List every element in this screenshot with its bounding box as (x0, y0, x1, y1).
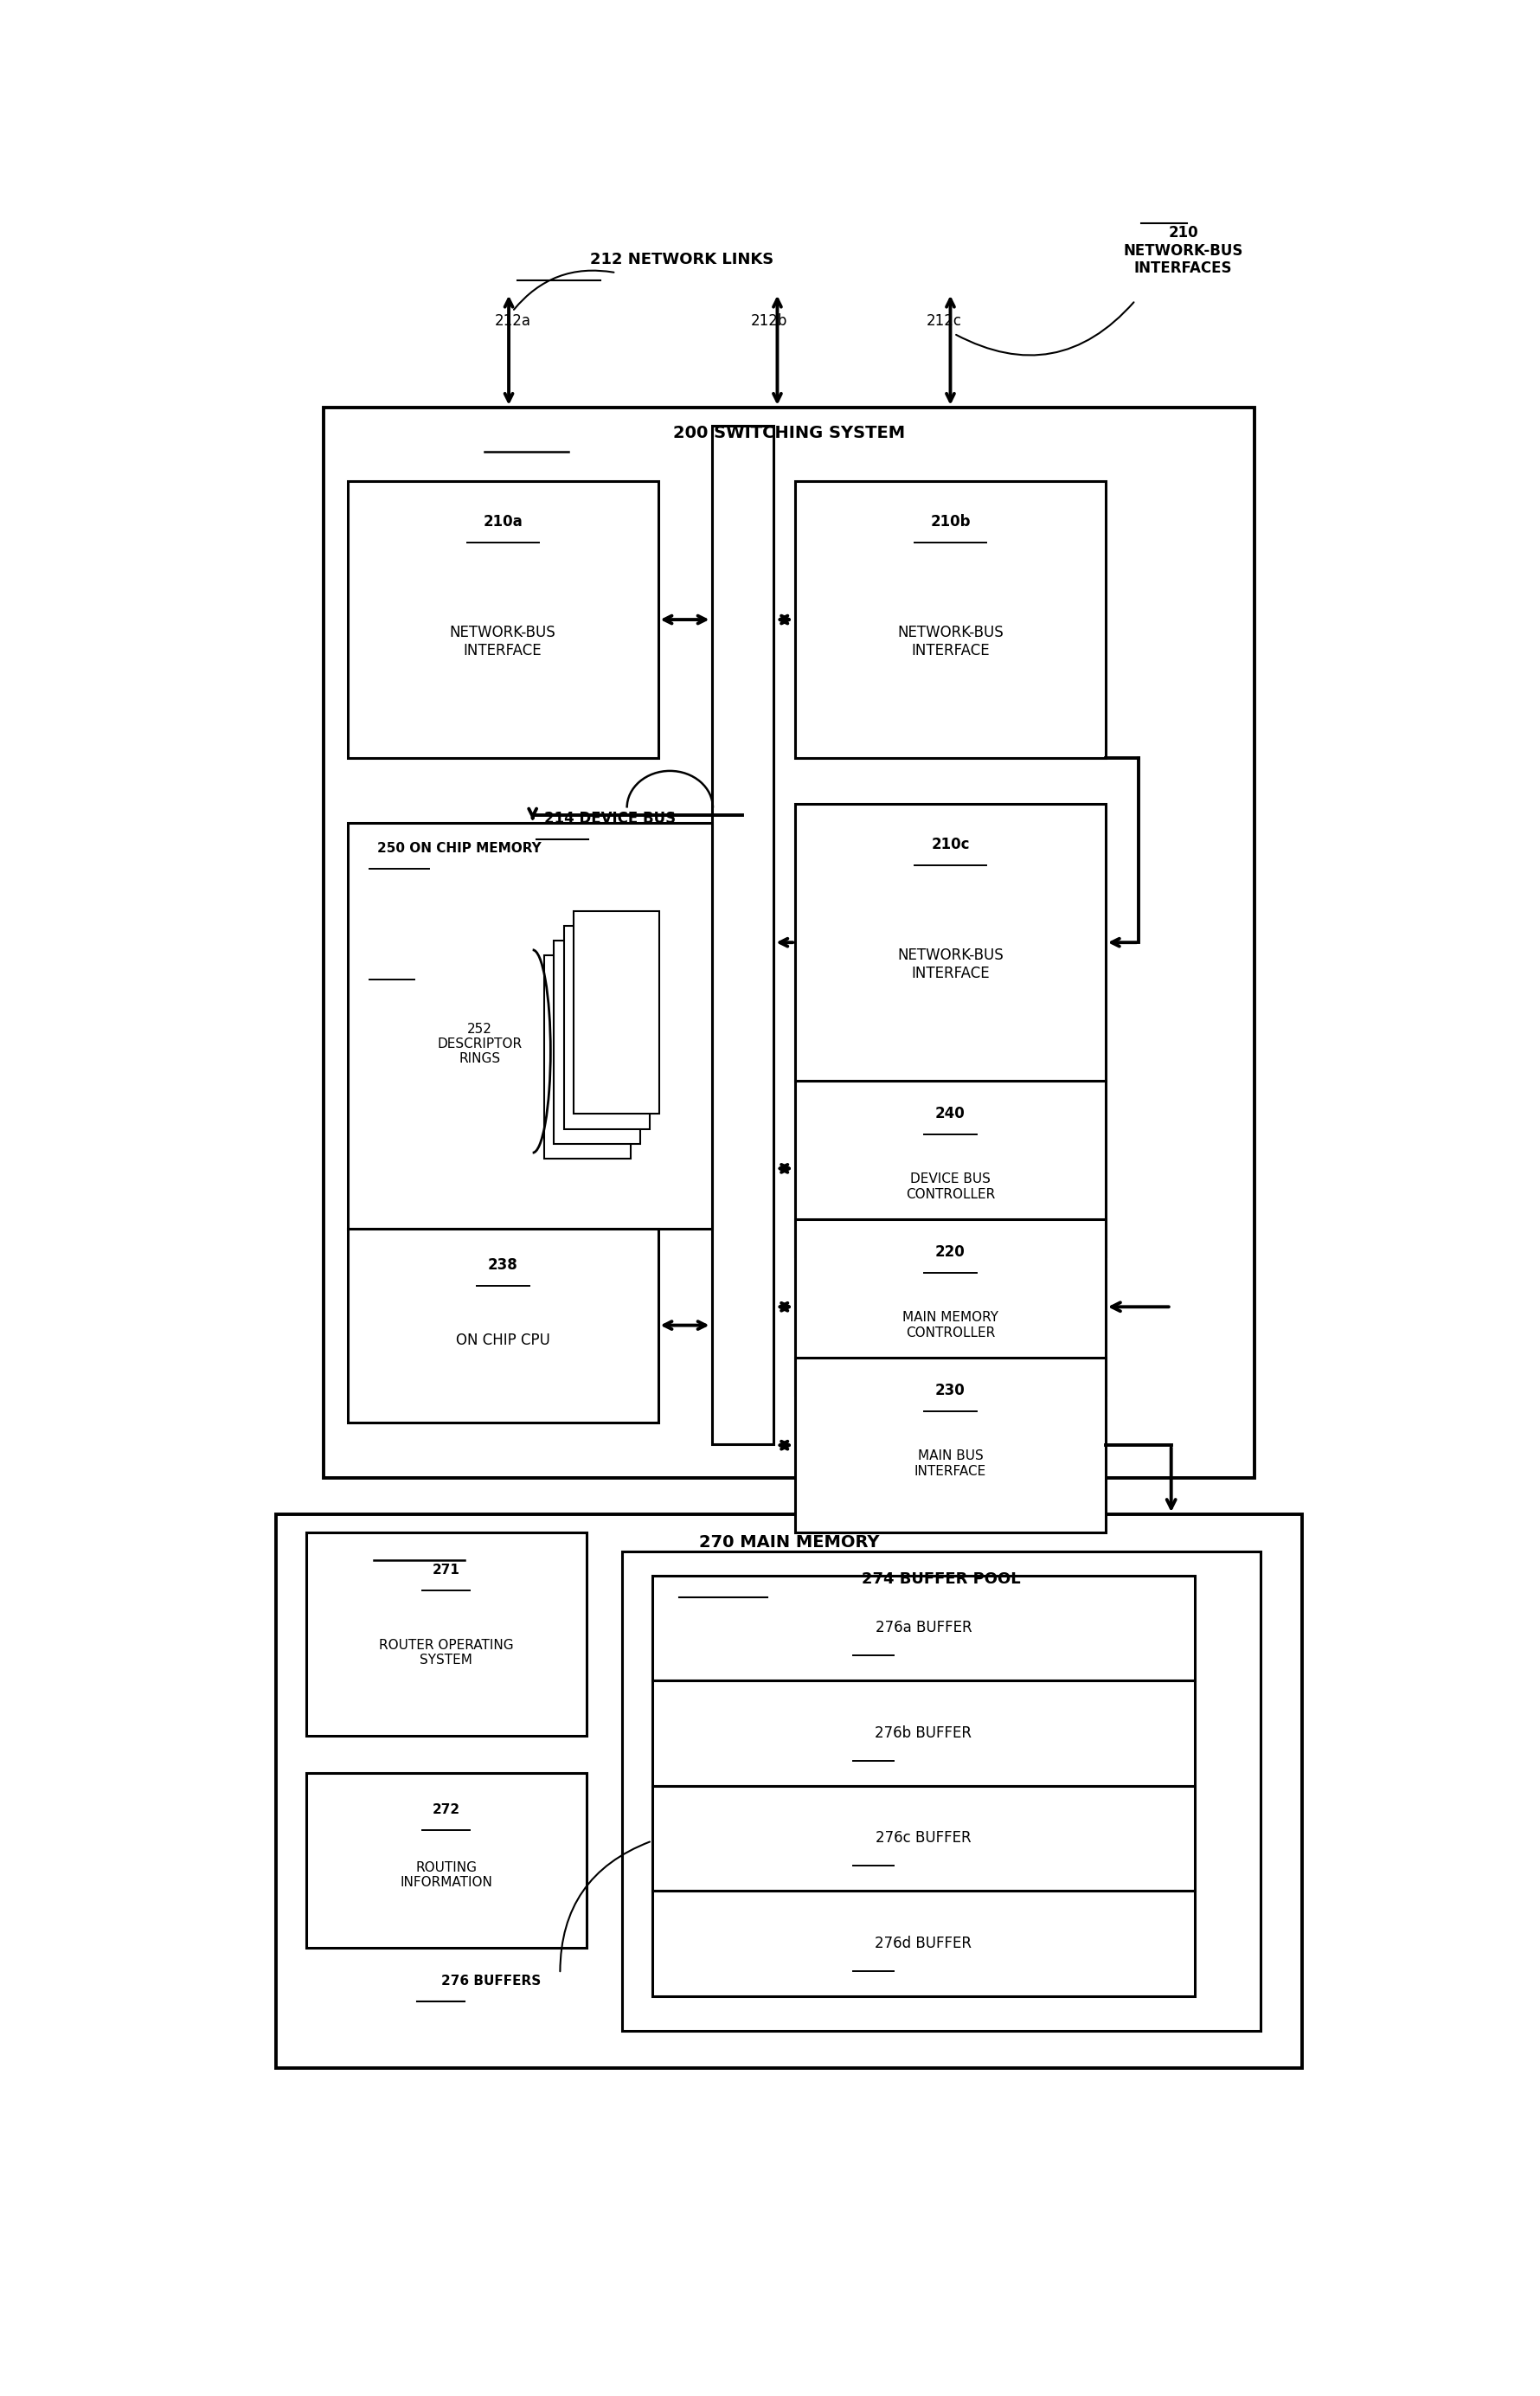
Text: MAIN BUS
INTERFACE: MAIN BUS INTERFACE (915, 1450, 987, 1478)
Text: 240: 240 (935, 1107, 966, 1121)
Bar (348, 1229, 658, 1423)
Bar (564, 925, 650, 1129)
Text: 270 MAIN MEMORY: 270 MAIN MEMORY (699, 1533, 879, 1550)
Text: 276d BUFFER: 276d BUFFER (875, 1936, 972, 1950)
Text: 212 NETWORK LINKS: 212 NETWORK LINKS (590, 252, 773, 268)
Text: NETWORK-BUS
INTERFACE: NETWORK-BUS INTERFACE (898, 949, 1004, 982)
Text: 250 ON CHIP MEMORY: 250 ON CHIP MEMORY (377, 841, 542, 855)
Text: 276 BUFFERS: 276 BUFFERS (440, 1974, 541, 1989)
Text: 272: 272 (433, 1804, 460, 1816)
Bar (795, 1081, 1106, 1256)
Text: 212a: 212a (494, 314, 531, 328)
Text: MAIN MEMORY
CONTROLLER: MAIN MEMORY CONTROLLER (902, 1311, 998, 1339)
Text: 276a BUFFER: 276a BUFFER (875, 1620, 972, 1636)
Bar (711, 426, 773, 1445)
Text: ROUTER OPERATING
SYSTEM: ROUTER OPERATING SYSTEM (379, 1639, 513, 1668)
Bar (306, 1773, 587, 1948)
Bar (651, 1890, 1195, 1996)
Bar (651, 1574, 1195, 1680)
Bar (622, 1550, 1261, 2032)
Text: 210c: 210c (932, 836, 970, 853)
Text: ON CHIP CPU: ON CHIP CPU (456, 1332, 550, 1349)
Bar (348, 822, 711, 1229)
Text: ROUTING
INFORMATION: ROUTING INFORMATION (400, 1862, 493, 1888)
Text: 210a: 210a (484, 515, 522, 530)
Bar (651, 1680, 1195, 1785)
Text: 214 DEVICE BUS: 214 DEVICE BUS (545, 812, 676, 827)
Text: 220: 220 (935, 1244, 966, 1260)
Text: DEVICE BUS
CONTROLLER: DEVICE BUS CONTROLLER (906, 1174, 995, 1200)
Bar (554, 942, 641, 1143)
Bar (276, 1514, 1303, 2068)
Bar (795, 805, 1106, 1081)
Bar (348, 482, 658, 757)
Bar (323, 407, 1255, 1478)
Text: 252
DESCRIPTOR
RINGS: 252 DESCRIPTOR RINGS (437, 1023, 522, 1066)
Bar (795, 1220, 1106, 1394)
Text: NETWORK-BUS
INTERFACE: NETWORK-BUS INTERFACE (898, 625, 1004, 659)
Text: 274 BUFFER POOL: 274 BUFFER POOL (862, 1572, 1021, 1586)
Bar (573, 910, 659, 1114)
Text: 238: 238 (488, 1258, 517, 1272)
Bar (651, 1785, 1195, 1890)
Text: 210
NETWORK-BUS
INTERFACES: 210 NETWORK-BUS INTERFACES (1123, 225, 1243, 276)
Text: 276b BUFFER: 276b BUFFER (875, 1725, 972, 1742)
Bar (795, 482, 1106, 757)
Text: 276c BUFFER: 276c BUFFER (876, 1831, 972, 1845)
Text: 212c: 212c (927, 314, 962, 328)
Bar (545, 956, 630, 1157)
Text: 230: 230 (935, 1382, 966, 1399)
Bar (306, 1533, 587, 1735)
Bar (795, 1359, 1106, 1533)
Text: 212b: 212b (752, 314, 788, 328)
Text: 200 SWITCHING SYSTEM: 200 SWITCHING SYSTEM (673, 424, 906, 441)
Text: NETWORK-BUS
INTERFACE: NETWORK-BUS INTERFACE (450, 625, 556, 659)
Text: 271: 271 (433, 1562, 460, 1577)
Text: 210b: 210b (930, 515, 970, 530)
